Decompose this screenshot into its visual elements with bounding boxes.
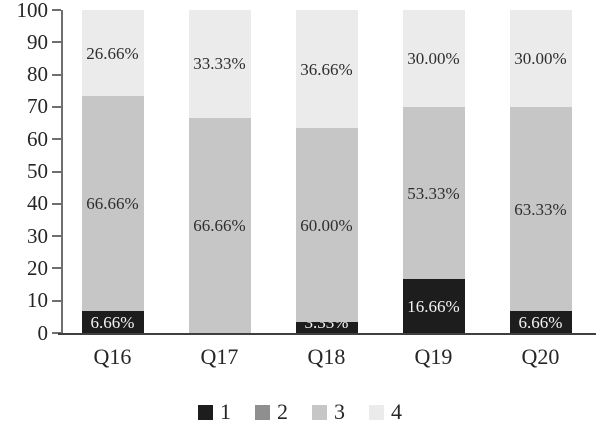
legend-label: 3 — [334, 399, 345, 424]
y-tick-label: 80 — [27, 62, 48, 87]
bar-segment — [509, 10, 572, 107]
bar-segment — [81, 96, 144, 312]
bar-segment — [295, 322, 358, 333]
y-tick-label: 100 — [16, 0, 49, 22]
legend-label: 4 — [391, 399, 402, 424]
bar-segment — [188, 117, 251, 333]
x-axis-label: Q17 — [200, 344, 239, 369]
bar-segment — [509, 106, 572, 312]
segment-label: 66.66% — [193, 215, 246, 235]
x-axis-label: Q20 — [521, 344, 560, 369]
x-axis-label: Q19 — [414, 344, 453, 369]
x-axis-line — [58, 333, 596, 335]
y-tick-mark — [52, 41, 61, 44]
segment-label: 30.00% — [514, 48, 567, 68]
segment-label: 30.00% — [407, 48, 460, 68]
y-tick-mark — [52, 73, 61, 76]
segment-label: 60.00% — [300, 215, 353, 235]
x-axis-label: Q16 — [93, 344, 132, 369]
bar-segment — [81, 10, 144, 97]
legend-swatch — [255, 404, 270, 420]
y-tick-label: 20 — [27, 255, 48, 280]
y-axis-line — [61, 10, 63, 333]
segment-label: 53.33% — [407, 183, 460, 203]
segment-label: 6.66% — [518, 312, 563, 332]
legend-item: 1 — [198, 401, 231, 423]
y-tick-label: 30 — [27, 223, 48, 248]
segment-label: 16.66% — [407, 296, 460, 316]
bar-segment — [295, 128, 358, 323]
segment-label: 6.66% — [90, 312, 135, 332]
bar-segment — [402, 10, 465, 107]
bar-segment — [509, 311, 572, 333]
bar-segment — [402, 279, 465, 333]
y-tick-label: 0 — [37, 320, 49, 345]
y-tick-mark — [52, 299, 61, 302]
segment-label: 33.33% — [193, 54, 246, 74]
y-tick-mark — [52, 267, 61, 270]
y-tick-mark — [52, 235, 61, 238]
bar-segment — [81, 311, 144, 333]
segment-label: 66.66% — [86, 194, 139, 214]
legend-label: 1 — [220, 399, 231, 424]
y-tick-label: 90 — [27, 29, 48, 54]
y-tick-mark — [52, 202, 61, 205]
bar-segment — [402, 106, 465, 280]
legend-item: 3 — [312, 401, 345, 423]
bar-segment — [188, 10, 251, 118]
bar-segment — [295, 10, 358, 129]
y-tick-mark — [52, 105, 61, 108]
y-tick-label: 70 — [27, 94, 48, 119]
y-tick-mark — [52, 170, 61, 173]
x-axis-label: Q18 — [307, 344, 346, 369]
y-tick-label: 10 — [27, 288, 48, 313]
legend-item: 4 — [369, 401, 402, 423]
y-tick-mark — [52, 332, 61, 334]
segment-label: 63.33% — [514, 199, 567, 219]
legend-label: 2 — [277, 399, 288, 424]
y-tick-mark — [52, 138, 61, 141]
segment-label: 36.66% — [300, 59, 353, 79]
y-tick-label: 40 — [27, 191, 48, 216]
y-tick-label: 50 — [27, 159, 48, 183]
segment-label: 26.66% — [86, 43, 139, 63]
chart-legend: 1 2 3 4 — [0, 398, 600, 426]
y-tick-label: 60 — [27, 126, 48, 151]
legend-item: 2 — [255, 401, 288, 423]
legend-swatch — [312, 404, 327, 420]
legend-swatch — [198, 404, 213, 420]
legend-swatch — [369, 404, 384, 420]
y-tick-mark — [52, 9, 61, 11]
